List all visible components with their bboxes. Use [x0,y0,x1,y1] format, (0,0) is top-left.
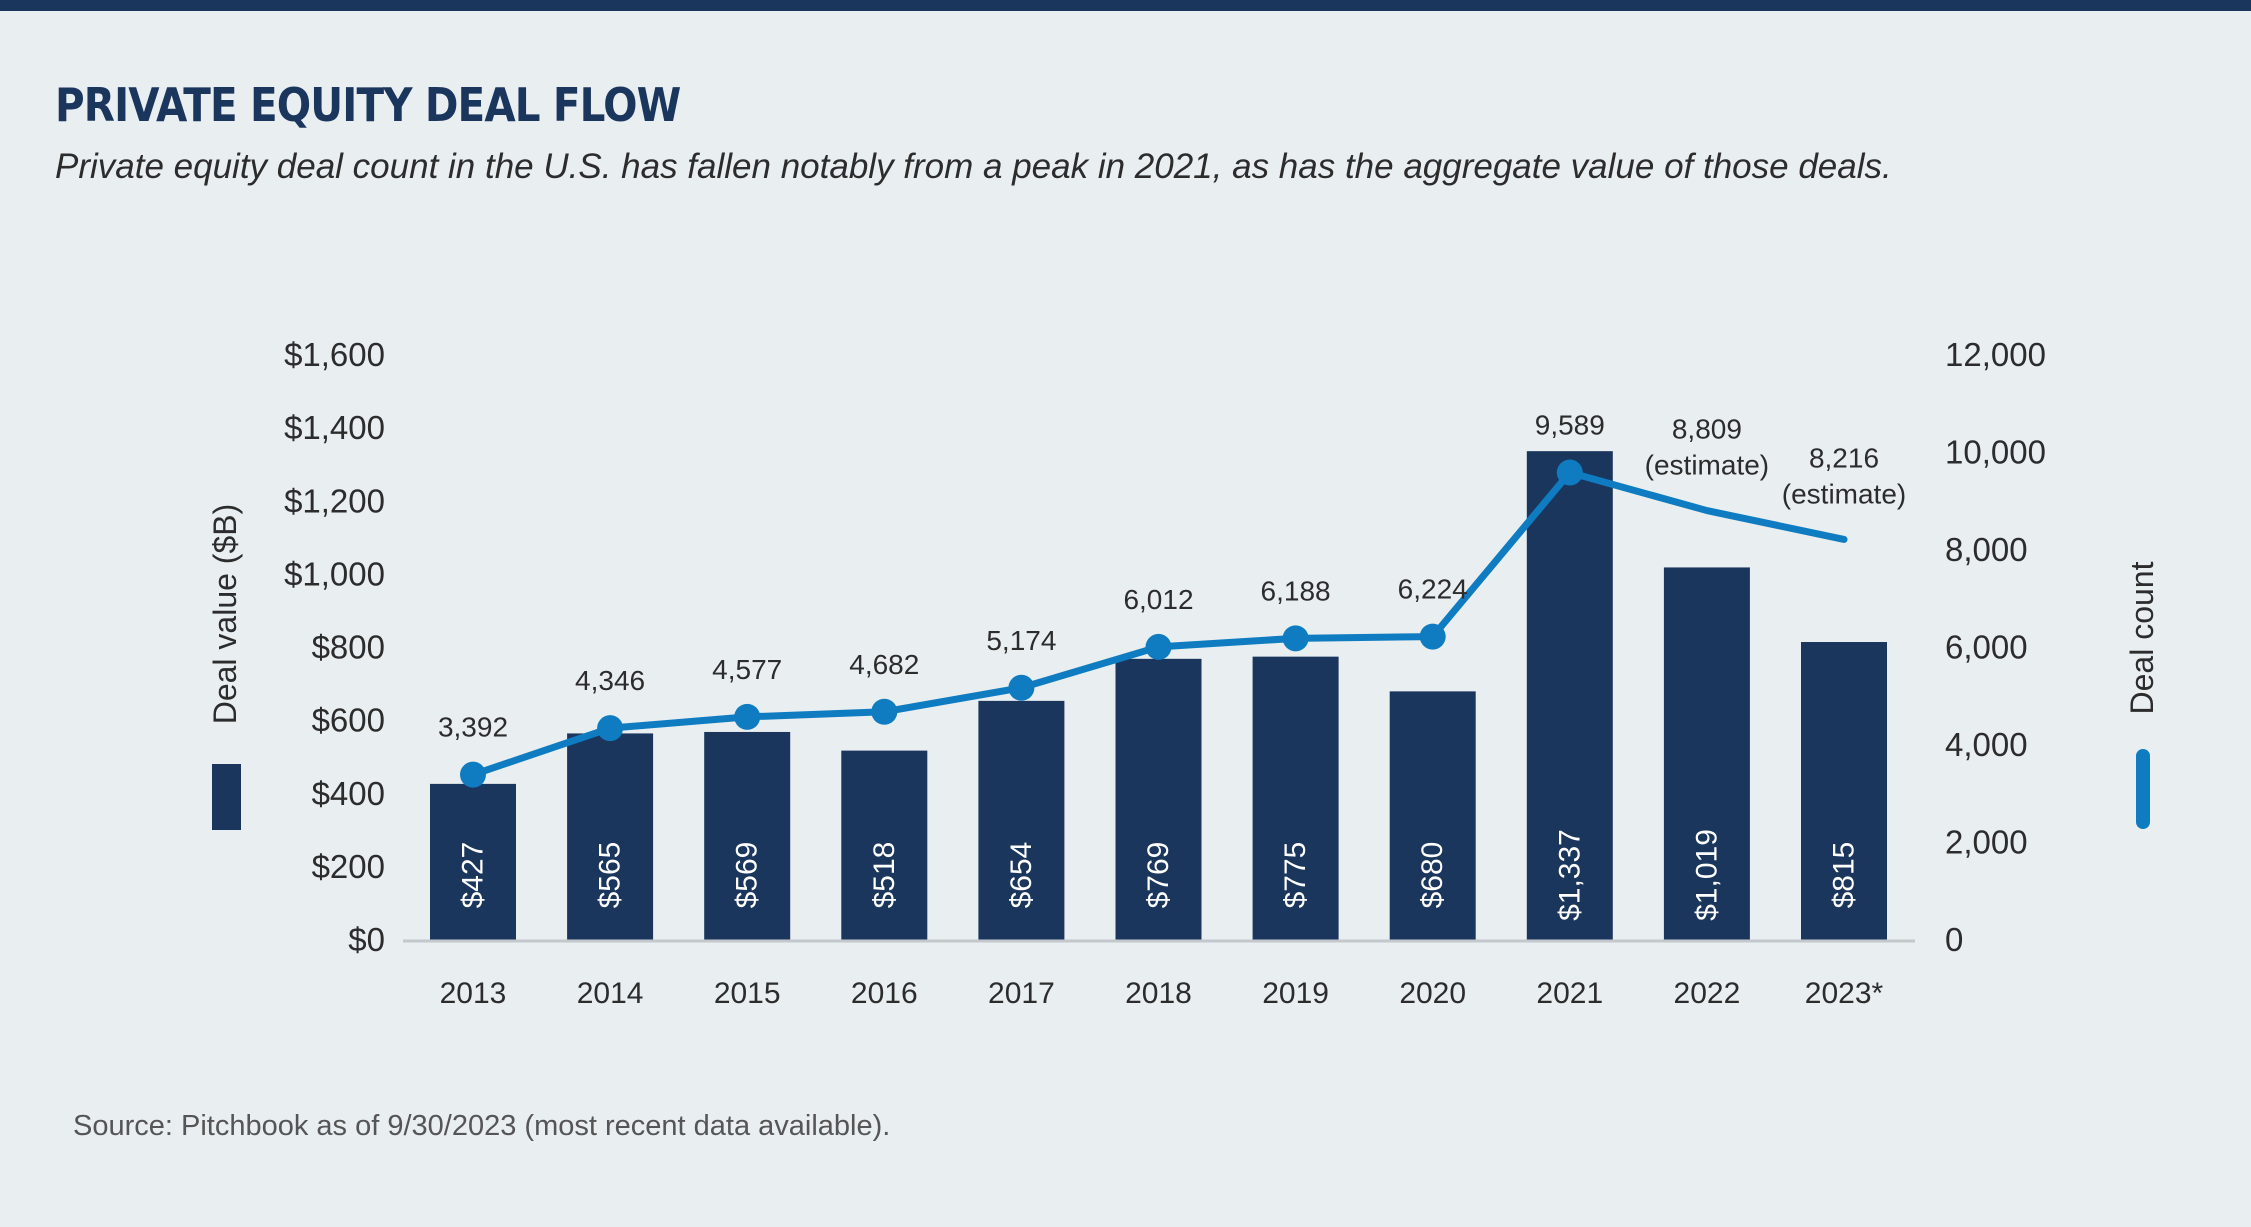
deal-count-label: 4,577 [712,654,782,685]
bar-2021 [1526,451,1613,940]
bar-value-label: $815 [1828,842,1861,909]
deal-count-label: 8,216 [1809,442,1879,473]
deal-count-label: 9,589 [1535,410,1605,441]
left-axis-tick: $1,000 [284,555,385,592]
right-axis-tick: 4,000 [1945,726,2028,763]
bar-value-label: $1,337 [1553,829,1586,921]
deal-count-label: 8,809 [1672,414,1742,445]
x-axis-tick: 2021 [1536,977,1603,1010]
deal-count-point-2021 [1556,459,1583,486]
right-axis-tick: 8,000 [1945,531,2028,568]
x-axis-tick: 2023* [1805,977,1884,1010]
left-axis-title: Deal value ($B) [207,504,243,725]
bar-2013 [430,783,516,940]
left-axis-tick: $0 [348,921,385,958]
deal-count-point-2017 [1008,674,1035,701]
chart-subtitle: Private equity deal count in the U.S. ha… [55,147,1892,186]
bar-2022 [1663,567,1750,940]
x-axis-tick: 2020 [1399,977,1466,1010]
bar-2016 [841,750,928,940]
deal-count-label: 6,224 [1398,574,1468,605]
bar-2017 [978,700,1065,940]
deal-count-label: 6,012 [1123,584,1193,615]
deal-count-point-2013 [460,761,486,788]
deal-count-point-2019 [1282,625,1309,652]
left-axis-tick: $200 [312,848,385,885]
deal-count-point-2016 [871,698,898,725]
left-axis-tick: $600 [312,702,385,739]
deal-count-point-2020 [1419,623,1446,650]
bar-2019 [1252,656,1339,940]
right-axis-tick: 6,000 [1945,629,2028,666]
x-axis-tick: 2018 [1125,977,1192,1010]
source-note: Source: Pitchbook as of 9/30/2023 (most … [73,1110,891,1142]
bar-value-label: $654 [1005,842,1038,909]
right-axis-title: Deal count [2124,561,2160,714]
right-axis-tick: 12,000 [1945,336,2046,373]
deal-count-label: 3,392 [438,712,508,743]
x-axis-tick: 2022 [1674,977,1741,1010]
bar-value-label: $769 [1142,842,1175,909]
deal-count-label: 4,346 [575,665,645,696]
deal-count-label: 6,188 [1261,575,1331,606]
bar-2014 [567,733,654,940]
bar-value-label: $680 [1416,842,1449,909]
right-axis-tick: 10,000 [1945,434,2046,471]
bar-value-label: $518 [868,842,901,909]
left-axis-tick: $800 [312,629,385,666]
x-axis-tick: 2019 [1262,977,1329,1010]
right-axis-tick: 2,000 [1945,824,2028,861]
bar-value-label: $427 [457,842,490,909]
x-axis-tick: 2013 [440,977,507,1010]
x-axis-tick: 2014 [577,977,644,1010]
left-axis-tick: $1,200 [284,482,385,519]
deal-count-point-2014 [597,715,624,742]
bar-2023* [1801,642,1887,940]
chart-title: PRIVATE EQUITY DEAL FLOW [55,78,681,132]
top-accent-bar [0,0,2251,11]
bar-value-label: $565 [594,842,627,909]
bar-2015 [704,731,791,940]
legend-swatch-deal-value [212,764,241,830]
right-axis-tick: 0 [1945,921,1963,958]
left-axis-tick: $400 [312,775,385,812]
x-axis-tick: 2017 [988,977,1055,1010]
deal-count-point-2015 [734,703,761,730]
line-series-deal-count [460,459,1848,788]
bar-2020 [1389,691,1476,940]
left-axis-tick: $1,600 [284,336,385,373]
bar-value-label: $775 [1279,842,1312,909]
x-axis-tick: 2015 [714,977,781,1010]
deal-count-label: 5,174 [986,625,1056,656]
left-axis-tick: $1,400 [284,409,385,446]
x-axis-tick: 2016 [851,977,918,1010]
deal-count-point-2018 [1145,633,1172,660]
bar-value-label: $569 [731,842,764,909]
deal-count-label: 4,682 [849,649,919,680]
deal-count-note: (estimate) [1782,478,1906,509]
bar-series-deal-value [430,451,1887,940]
bar-value-label: $1,019 [1690,829,1723,921]
deal-count-note: (estimate) [1645,450,1769,481]
bar-2018 [1115,658,1202,940]
